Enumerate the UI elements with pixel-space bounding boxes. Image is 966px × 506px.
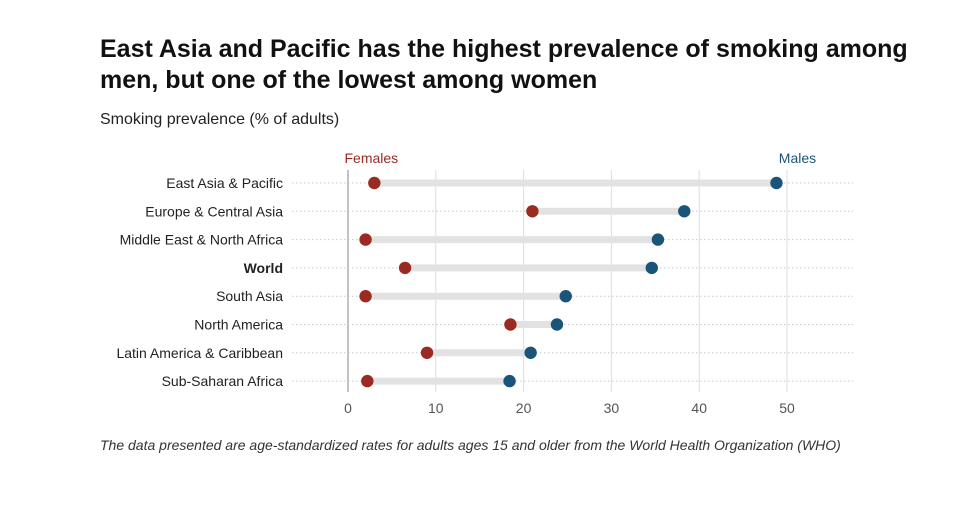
- dot-layer: [359, 176, 783, 388]
- female-dot: [361, 374, 374, 388]
- category-label: World: [244, 260, 283, 276]
- x-tick-label: 20: [516, 400, 532, 416]
- male-dot: [503, 374, 516, 388]
- female-dot: [359, 290, 372, 303]
- category-label: Middle East & North Africa: [120, 232, 284, 248]
- chart-title: East Asia and Pacific has the highest pr…: [100, 35, 908, 94]
- chart-subtitle: Smoking prevalence (% of adults): [100, 111, 340, 128]
- legend-label-males: Males: [779, 150, 816, 166]
- female-dot: [359, 233, 372, 246]
- male-dot: [524, 346, 537, 359]
- male-dot: [770, 176, 783, 190]
- grid-layer: [292, 170, 853, 392]
- female-dot: [526, 205, 539, 218]
- male-dot: [678, 205, 691, 218]
- female-dot: [420, 346, 434, 359]
- category-label: Sub-Saharan Africa: [162, 373, 284, 389]
- male-dot: [550, 318, 564, 331]
- x-tick-label: 10: [428, 400, 444, 416]
- category-label: North America: [194, 317, 283, 333]
- dumbbell-chart: East Asia & Pacific Europe & Central Asia…: [116, 150, 853, 416]
- category-label: East Asia & Pacific: [166, 175, 283, 191]
- x-tick-layer: 0 10 20 30 40 50: [344, 400, 795, 416]
- category-label-layer: East Asia & Pacific Europe & Central Asia…: [116, 175, 283, 389]
- male-dot: [645, 261, 658, 275]
- x-tick-label: 40: [691, 400, 707, 416]
- female-dot: [504, 318, 517, 331]
- x-tick-label: 30: [604, 400, 620, 416]
- x-tick-label: 0: [344, 400, 352, 416]
- chart-footnote: The data presented are age-standardized …: [100, 437, 841, 453]
- connector-layer: [365, 179, 777, 385]
- x-tick-label: 50: [779, 400, 795, 416]
- legend-label-females: Females: [344, 150, 398, 166]
- legend-layer: Females Males: [344, 150, 816, 166]
- category-label: Europe & Central Asia: [145, 203, 283, 219]
- female-dot: [398, 261, 412, 275]
- female-dot: [368, 176, 381, 190]
- category-label: South Asia: [216, 288, 283, 304]
- male-dot: [559, 290, 572, 303]
- category-label: Latin America & Caribbean: [116, 345, 283, 361]
- male-dot: [651, 233, 665, 246]
